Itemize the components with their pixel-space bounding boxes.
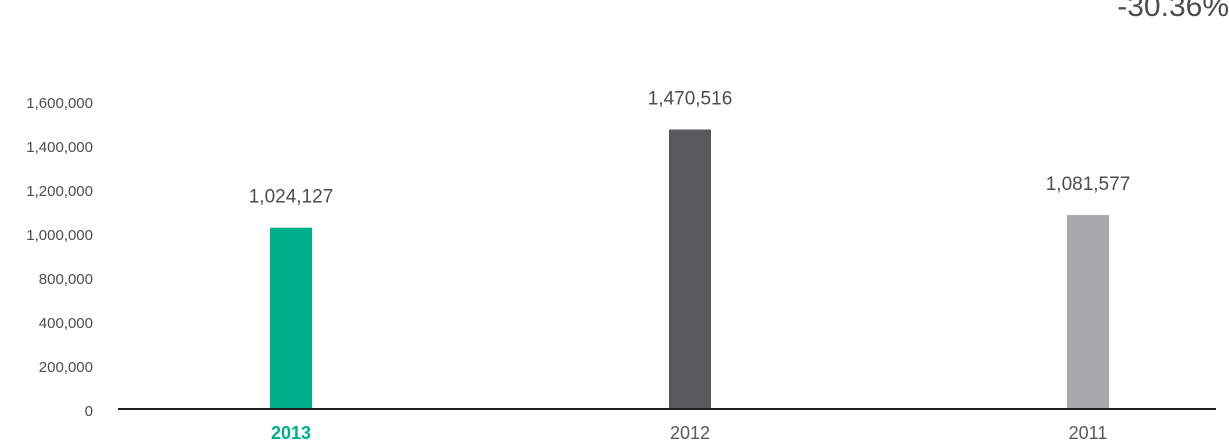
category-labels: 2013 2012 2011 bbox=[271, 423, 1107, 443]
change-percentage-label: -30.36% bbox=[1117, 0, 1229, 23]
y-tick-label: 1,600,000 bbox=[26, 95, 93, 112]
y-tick-label: 1,400,000 bbox=[26, 139, 93, 156]
bars bbox=[270, 129, 1109, 409]
bar-2012 bbox=[669, 129, 711, 409]
category-label-2011: 2011 bbox=[1069, 423, 1108, 443]
category-label-2012: 2012 bbox=[670, 423, 710, 443]
value-label-2012: 1,470,516 bbox=[648, 88, 733, 109]
y-axis-tick-labels: 0 200,000 400,000 800,000 1,000,000 1,200,000… bbox=[26, 95, 93, 420]
bar-2013 bbox=[270, 227, 312, 409]
category-label-2013: 2013 bbox=[271, 423, 311, 443]
y-tick-label: 800,000 bbox=[39, 271, 93, 288]
y-tick-label: 1,200,000 bbox=[26, 183, 93, 200]
y-tick-label: 0 bbox=[85, 403, 93, 420]
y-tick-label: 1,000,000 bbox=[26, 227, 93, 244]
y-tick-label: 400,000 bbox=[39, 315, 93, 332]
y-tick-label: 200,000 bbox=[39, 359, 93, 376]
value-labels: 1,024,127 1,470,516 1,081,577 bbox=[249, 88, 1131, 207]
value-label-2013: 1,024,127 bbox=[249, 187, 334, 208]
bar-2011 bbox=[1067, 215, 1109, 409]
value-label-2011: 1,081,577 bbox=[1046, 174, 1131, 195]
